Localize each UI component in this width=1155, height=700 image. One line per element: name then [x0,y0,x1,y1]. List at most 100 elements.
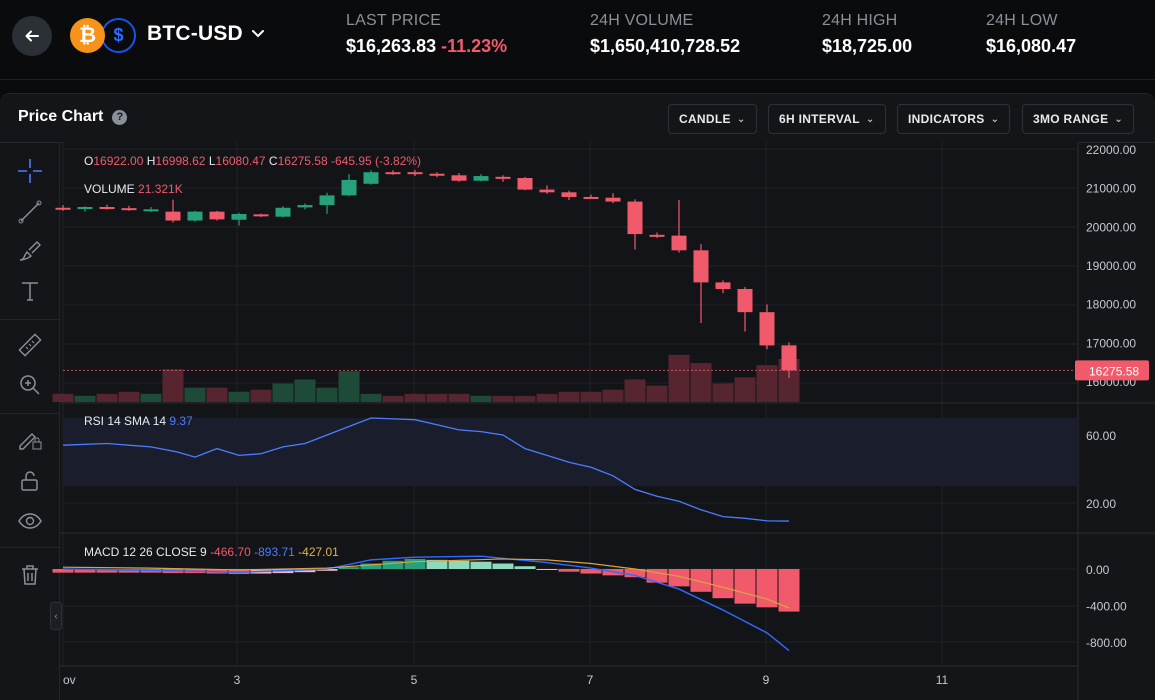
interval-dropdown[interactable]: 6H INTERVAL ⌄ [768,104,886,134]
candle-body [583,196,599,199]
dropdown-label: CANDLE [679,112,731,126]
macd-histogram-bar [426,559,448,569]
price-tick-label: 21000.00 [1086,182,1136,196]
low-value: $16,080.47 [986,36,1077,56]
volume-bar [184,387,206,402]
legend-change: -645.95 (-3.82%) [331,154,422,168]
rsi-line [62,417,790,522]
candle-body [363,172,379,184]
price-change: -11.23% [441,36,508,56]
macd-histogram-bar [646,569,668,583]
candle-body [319,195,335,206]
text-tool[interactable] [14,275,46,307]
macd-tick-label: -800.00 [1086,636,1127,650]
candle-body [385,172,401,175]
macd-histogram-bar [536,569,558,570]
macd-histogram-bar [558,569,580,572]
trend-line-tool[interactable] [14,196,46,228]
ticker-header: ₿ $ BTC-USD LAST PRICE $16,263.83 -11.23… [0,0,1155,80]
price-tick-label: 19000.00 [1086,259,1136,273]
candle-body [341,179,357,196]
volume-bar [382,395,404,402]
divider [0,547,60,548]
candle-body [715,282,731,289]
volume-bar [96,393,118,402]
last-price-value: $16,263.83 [346,36,437,56]
drawing-toolbar [0,143,60,700]
volume-bar [514,395,536,402]
collapse-toolbar-button[interactable]: ‹ [50,602,62,630]
chart-type-dropdown[interactable]: CANDLE ⌄ [668,104,757,134]
crosshair-tool[interactable] [14,155,46,187]
brush-tool[interactable] [14,235,46,267]
price-tick-label: 18000.00 [1086,298,1136,312]
help-icon[interactable]: ? [112,109,128,125]
candle-body [649,234,665,237]
ruler-tool[interactable] [14,329,46,361]
legend-open: 16922.00 [93,154,144,168]
range-dropdown[interactable]: 3MO RANGE ⌄ [1022,104,1135,134]
rsi-legend: RSI 14 SMA 14 9.37 [84,414,193,428]
candle-body [231,213,247,220]
stat-24h-low: 24H LOW $16,080.47 [986,12,1076,57]
pair-selector[interactable]: BTC-USD [147,22,265,46]
macd-line-value: -893.71 [254,545,295,559]
macd-signal-value: -427.01 [298,545,339,559]
chevron-down-icon [251,30,264,38]
lock-drawings-tool[interactable] [14,423,46,455]
volume-bar [470,395,492,402]
macd-histogram-bar [492,563,514,569]
candle-body [55,207,71,210]
btc-coin-icon: ₿ [70,18,105,53]
legend-h-label: H [146,154,156,168]
volume-bar [756,365,778,402]
volume-bar [206,387,228,402]
candle-body [77,207,93,209]
volume-bar [712,383,734,402]
macd-histogram-bar [338,567,360,569]
candle-body [759,312,775,346]
divider [0,319,60,320]
stat-label: 24H LOW [986,12,1058,29]
price-tick-label: 22000.00 [1086,143,1136,157]
macd-histogram-bar [294,569,316,573]
macd-histogram-bar [514,566,536,569]
macd-histogram-bar [96,569,118,573]
stat-label: 24H HIGH [822,12,898,29]
stat-24h-high: 24H HIGH $18,725.00 [822,12,912,57]
volume-bar [316,387,338,402]
indicators-dropdown[interactable]: INDICATORS ⌄ [897,104,1011,134]
stat-label: LAST PRICE [346,12,442,29]
macd-histogram-bar [778,569,800,612]
volume-bar [404,393,426,402]
chevron-down-icon: ⌄ [1114,113,1124,125]
volume-bar [338,371,360,402]
macd-histogram-bar [74,569,96,573]
volume-bar [294,379,316,402]
ruler-icon [18,333,42,357]
price-tick-label: 17000.00 [1086,336,1136,350]
volume-bar [448,393,470,402]
stat-last-price: LAST PRICE $16,263.83 -11.23% [346,12,507,57]
visibility-tool[interactable] [14,505,46,537]
zoom-tool[interactable] [14,369,46,401]
back-button[interactable] [12,16,52,56]
volume-bar [602,389,624,402]
candle-body [517,178,533,190]
volume-value: $1,650,410,728.52 [590,36,741,56]
rsi-tick-label: 60.00 [1086,429,1116,443]
macd-tick-label: -400.00 [1086,600,1127,614]
candle-body [407,172,423,175]
candle-body [275,207,291,217]
zoom-in-icon [20,375,40,395]
volume-bar [558,391,580,402]
unlock-tool[interactable] [14,465,46,497]
macd-histogram-bar [668,569,690,587]
candle-body [253,214,269,217]
chevron-down-icon: ⌄ [736,113,746,125]
volume-bar [734,377,756,402]
candle-body [121,208,137,211]
delete-drawings-tool[interactable] [14,559,46,591]
rsi-tick-label: 20.00 [1086,497,1116,511]
